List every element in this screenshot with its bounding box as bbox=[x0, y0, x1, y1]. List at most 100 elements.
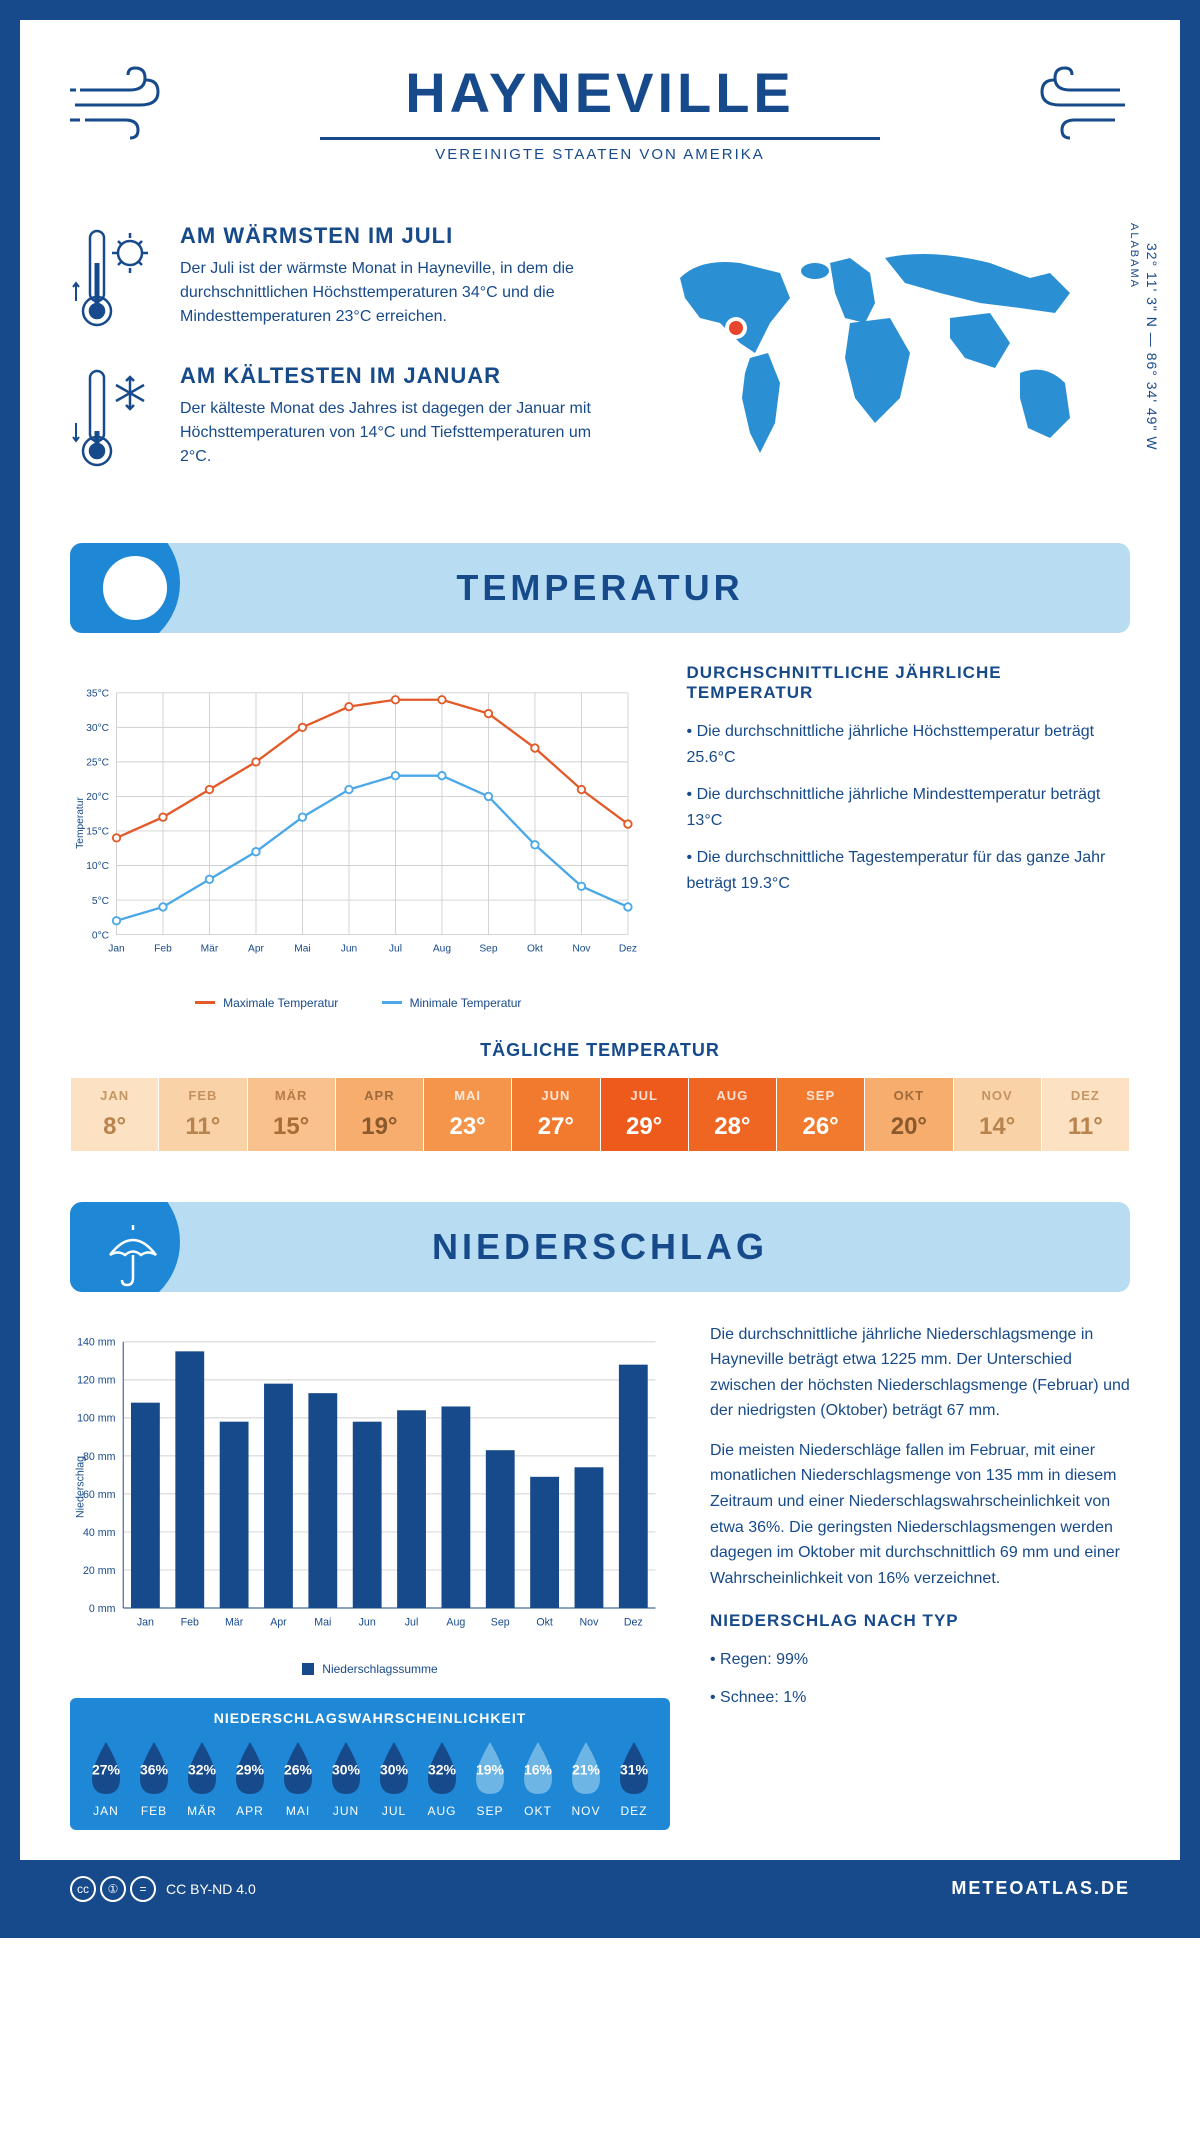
world-map: ALABAMA 32° 11' 3" N — 86° 34' 49" W bbox=[650, 223, 1130, 503]
temp-stat-item: Die durchschnittliche Tagestemperatur fü… bbox=[687, 845, 1130, 896]
coldest-text: Der kälteste Monat des Jahres ist dagege… bbox=[180, 397, 610, 469]
prob-drop: 30%JUL bbox=[370, 1738, 418, 1818]
cc-icon: cc①= bbox=[70, 1876, 156, 1902]
thermometer-hot-icon bbox=[70, 223, 160, 333]
prob-drop: 16%OKT bbox=[514, 1738, 562, 1818]
precipitation-chart: 0 mm 20 mm 40 mm 60 mm 80 mm 100 mm 120 mm 140 … bbox=[70, 1322, 670, 1678]
svg-text:Jan: Jan bbox=[137, 1616, 154, 1628]
svg-text:40 mm: 40 mm bbox=[83, 1526, 116, 1538]
svg-text:10°C: 10°C bbox=[86, 861, 109, 872]
city-name: HAYNEVILLE bbox=[70, 60, 1130, 125]
svg-text:35°C: 35°C bbox=[86, 689, 109, 700]
temp-legend: Maximale Temperatur Minimale Temperatur bbox=[70, 993, 647, 1010]
svg-text:Nov: Nov bbox=[579, 1616, 599, 1628]
precipitation-probability: NIEDERSCHLAGSWAHRSCHEINLICHKEIT 27%JAN36… bbox=[70, 1698, 670, 1830]
prob-drop: 31%DEZ bbox=[610, 1738, 658, 1818]
precip-type-item: Regen: 99% bbox=[710, 1647, 1130, 1673]
svg-text:Jul: Jul bbox=[405, 1616, 419, 1628]
svg-text:30°C: 30°C bbox=[86, 723, 109, 734]
heatmap-cell: OKT20° bbox=[865, 1078, 953, 1151]
svg-text:Temperatur: Temperatur bbox=[75, 797, 86, 849]
svg-text:120 mm: 120 mm bbox=[77, 1374, 116, 1386]
wind-icon-right bbox=[1010, 60, 1130, 140]
prob-drop: 26%MAI bbox=[274, 1738, 322, 1818]
heatmap-cell: MAI23° bbox=[424, 1078, 512, 1151]
svg-text:Jan: Jan bbox=[108, 943, 125, 954]
sun-icon bbox=[100, 553, 170, 623]
precip-text-2: Die meisten Niederschläge fallen im Febr… bbox=[710, 1438, 1130, 1592]
temp-stat-item: Die durchschnittliche jährliche Mindestt… bbox=[687, 782, 1130, 833]
svg-text:5°C: 5°C bbox=[92, 896, 109, 907]
svg-text:Apr: Apr bbox=[270, 1616, 287, 1628]
precipitation-title: NIEDERSCHLAG bbox=[94, 1226, 1106, 1268]
svg-text:Nov: Nov bbox=[572, 943, 591, 954]
precipitation-banner: NIEDERSCHLAG bbox=[70, 1202, 1130, 1292]
prob-drop: 21%NOV bbox=[562, 1738, 610, 1818]
heatmap-cell: MÄR15° bbox=[248, 1078, 336, 1151]
header: HAYNEVILLE VEREINIGTE STAATEN VON AMERIK… bbox=[70, 20, 1130, 193]
svg-text:Mai: Mai bbox=[314, 1616, 331, 1628]
temp-stats-list: Die durchschnittliche jährliche Höchstte… bbox=[687, 719, 1130, 897]
prob-drop: 32%AUG bbox=[418, 1738, 466, 1818]
svg-text:Sep: Sep bbox=[479, 943, 497, 954]
prob-drop: 29%APR bbox=[226, 1738, 274, 1818]
svg-text:Feb: Feb bbox=[181, 1616, 199, 1628]
heatmap-cell: SEP26° bbox=[777, 1078, 865, 1151]
heatmap-cell: FEB11° bbox=[159, 1078, 247, 1151]
heatmap-cell: JAN8° bbox=[71, 1078, 159, 1151]
heatmap-cell: APR19° bbox=[336, 1078, 424, 1151]
state-label: ALABAMA bbox=[1128, 223, 1140, 289]
svg-text:Mai: Mai bbox=[294, 943, 310, 954]
warmest-fact: AM WÄRMSTEN IM JULI Der Juli ist der wär… bbox=[70, 223, 610, 333]
prob-drop: 27%JAN bbox=[82, 1738, 130, 1818]
wind-icon-left bbox=[70, 60, 190, 140]
svg-text:80 mm: 80 mm bbox=[83, 1450, 116, 1462]
coldest-title: AM KÄLTESTEN IM JANUAR bbox=[180, 363, 610, 389]
svg-text:Dez: Dez bbox=[619, 943, 637, 954]
temp-stat-item: Die durchschnittliche jährliche Höchstte… bbox=[687, 719, 1130, 770]
temperature-title: TEMPERATUR bbox=[94, 567, 1106, 609]
coordinates: 32° 11' 3" N — 86° 34' 49" W bbox=[1144, 243, 1160, 451]
svg-text:Mär: Mär bbox=[225, 1616, 244, 1628]
svg-text:Feb: Feb bbox=[154, 943, 172, 954]
umbrella-icon bbox=[98, 1220, 168, 1290]
svg-text:Okt: Okt bbox=[527, 943, 543, 954]
heatmap-cell: AUG28° bbox=[689, 1078, 777, 1151]
svg-text:Aug: Aug bbox=[433, 943, 451, 954]
heatmap-cell: JUL29° bbox=[601, 1078, 689, 1151]
daily-temp-heatmap: JAN8°FEB11°MÄR15°APR19°MAI23°JUN27°JUL29… bbox=[70, 1077, 1130, 1152]
temperature-banner: TEMPERATUR bbox=[70, 543, 1130, 633]
svg-text:20°C: 20°C bbox=[86, 792, 109, 803]
country-name: VEREINIGTE STAATEN VON AMERIKA bbox=[70, 146, 1130, 163]
prob-drop: 19%SEP bbox=[466, 1738, 514, 1818]
svg-text:Aug: Aug bbox=[446, 1616, 465, 1628]
prob-drop: 32%MÄR bbox=[178, 1738, 226, 1818]
temperature-chart: 0°C 5°C 10°C 15°C 20°C 25°C 30°C 35°C Jan Feb Mär A… bbox=[70, 663, 647, 1010]
svg-text:140 mm: 140 mm bbox=[77, 1336, 116, 1348]
site-name: METEOATLAS.DE bbox=[951, 1878, 1130, 1899]
svg-text:60 mm: 60 mm bbox=[83, 1488, 116, 1500]
daily-temp-title: TÄGLICHE TEMPERATUR bbox=[70, 1040, 1130, 1061]
precip-type-list: Regen: 99% Schnee: 1% bbox=[710, 1647, 1130, 1710]
svg-text:Dez: Dez bbox=[624, 1616, 643, 1628]
svg-text:20 mm: 20 mm bbox=[83, 1564, 116, 1576]
svg-text:0°C: 0°C bbox=[92, 930, 109, 941]
svg-text:100 mm: 100 mm bbox=[77, 1412, 116, 1424]
prob-drop: 36%FEB bbox=[130, 1738, 178, 1818]
svg-text:Mär: Mär bbox=[201, 943, 219, 954]
svg-text:Sep: Sep bbox=[491, 1616, 510, 1628]
svg-text:Jul: Jul bbox=[389, 943, 402, 954]
thermometer-cold-icon bbox=[70, 363, 160, 473]
temp-stats-title: DURCHSCHNITTLICHE JÄHRLICHE TEMPERATUR bbox=[687, 663, 1130, 703]
prob-title: NIEDERSCHLAGSWAHRSCHEINLICHKEIT bbox=[82, 1710, 658, 1726]
svg-text:25°C: 25°C bbox=[86, 758, 109, 769]
heatmap-cell: DEZ11° bbox=[1042, 1078, 1129, 1151]
precip-type-title: NIEDERSCHLAG NACH TYP bbox=[710, 1611, 1130, 1631]
svg-text:Jun: Jun bbox=[359, 1616, 376, 1628]
precip-type-item: Schnee: 1% bbox=[710, 1685, 1130, 1711]
heatmap-cell: NOV14° bbox=[954, 1078, 1042, 1151]
warmest-title: AM WÄRMSTEN IM JULI bbox=[180, 223, 610, 249]
svg-text:0 mm: 0 mm bbox=[89, 1602, 116, 1614]
footer: cc①= CC BY-ND 4.0 METEOATLAS.DE bbox=[20, 1860, 1180, 1918]
svg-text:15°C: 15°C bbox=[86, 827, 109, 838]
